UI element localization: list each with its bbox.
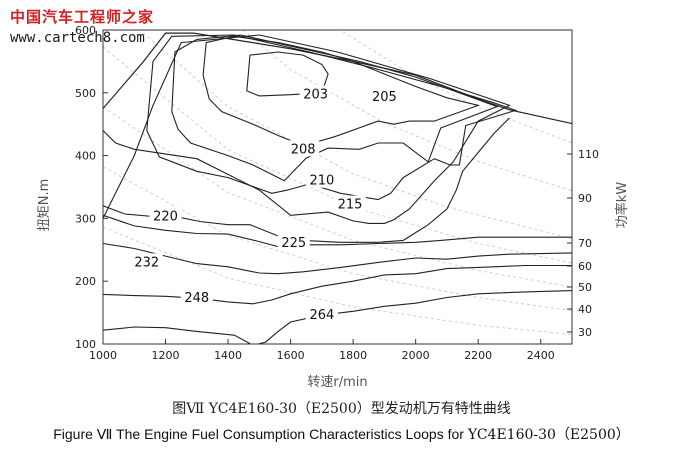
- x-tick-label-1600: 1600: [277, 349, 305, 362]
- contour-label-208: 208: [291, 142, 316, 157]
- contour-label-bg-210: [305, 171, 338, 188]
- y-tick-label-400: 400: [75, 150, 96, 163]
- power-label-110: 110: [578, 148, 599, 161]
- caption-chinese: 图Ⅶ YC4E160-30（E2500）型发动机万有特性曲线: [172, 401, 511, 417]
- power-label-70: 70: [578, 237, 592, 250]
- caption-model: YC4E160-30（E2500）: [467, 427, 630, 443]
- fuel-contour-232: [103, 242, 572, 275]
- power-label-50: 50: [578, 281, 592, 294]
- contour-label-bg-264: [305, 306, 338, 323]
- caption-english-text: Figure Ⅶ The Engine Fuel Consumption Cha…: [53, 426, 468, 442]
- contour-label-205: 205: [372, 90, 397, 105]
- contour-label-bg-225: [277, 233, 310, 250]
- contour-label-bg-248: [180, 289, 213, 306]
- y-tick-label-100: 100: [75, 338, 96, 351]
- fuel-contour-208: [171, 34, 499, 182]
- x-axis-title: 转速r/min: [307, 375, 367, 390]
- x-tick-label-2200: 2200: [464, 349, 492, 362]
- y-tick-label-200: 200: [75, 275, 96, 288]
- power-curve-70: [139, 30, 572, 239]
- watermark-url: www.cartech8.com: [10, 30, 145, 46]
- fuel-contour-210: [146, 34, 518, 201]
- y-tick-label-300: 300: [75, 212, 96, 225]
- power-label-30: 30: [578, 326, 592, 339]
- power-label-40: 40: [578, 303, 592, 316]
- watermark-title: 中国汽车工程师之家: [10, 8, 155, 26]
- contour-label-bg-203: [299, 85, 332, 102]
- contour-label-bg-205: [368, 88, 401, 105]
- fuel-contour-215: [103, 34, 511, 224]
- contour-label-bg-215: [334, 195, 367, 212]
- fuel-contour-248: [103, 264, 572, 305]
- contour-label-210: 210: [309, 174, 334, 189]
- fuel-contour-205: [202, 35, 481, 147]
- contour-label-215: 215: [338, 198, 363, 213]
- power-curve-40: [103, 166, 572, 312]
- contour-label-203: 203: [303, 88, 328, 103]
- contour-label-bg-208: [287, 140, 320, 157]
- power-label-90: 90: [578, 192, 592, 205]
- y2-axis-title: 功率kW: [614, 182, 630, 229]
- fuel-consumption-chart: 203 205 208 210 215 220 225 232 248 264 1000 1200 1…: [37, 24, 630, 390]
- contour-label-220: 220: [153, 210, 178, 225]
- x-tick-label-2400: 2400: [527, 349, 555, 362]
- x-tick-label-1200: 1200: [152, 349, 180, 362]
- contour-label-232: 232: [134, 255, 159, 270]
- caption-english: Figure Ⅶ The Engine Fuel Consumption Cha…: [0, 424, 683, 444]
- x-tick-label-1000: 1000: [89, 349, 117, 362]
- contour-label-225: 225: [281, 236, 306, 251]
- contour-label-bg-232: [130, 253, 163, 270]
- power-curve-50: [103, 106, 572, 288]
- x-tick-label-1400: 1400: [214, 349, 242, 362]
- y-axis-title: 扭矩N.m: [37, 179, 52, 232]
- x-tick-label-1800: 1800: [339, 349, 367, 362]
- fuel-contour-264: [103, 290, 572, 344]
- y-tick-label-500: 500: [75, 87, 96, 100]
- x-tick-label-2000: 2000: [402, 349, 430, 362]
- plot-frame: [102, 29, 573, 345]
- contour-label-248: 248: [184, 291, 209, 306]
- power-label-60: 60: [578, 260, 592, 273]
- contour-label-264: 264: [309, 308, 334, 323]
- fuel-contour-203: [246, 51, 329, 97]
- y-tick-label-600: 600: [75, 24, 96, 37]
- contour-label-bg-220: [149, 207, 182, 224]
